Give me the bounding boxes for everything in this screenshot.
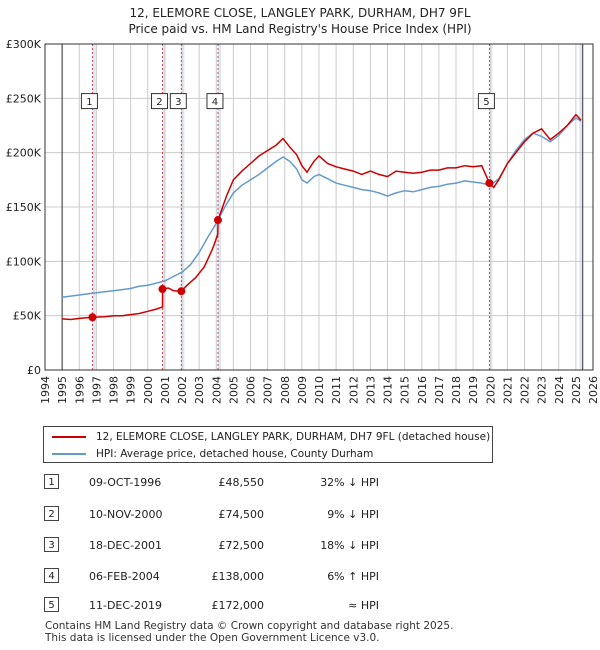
sale-price: £48,550 bbox=[218, 476, 265, 489]
sale-row: 4 06-FEB-2004 £138,000 6% ↑ HPI bbox=[44, 568, 584, 586]
x-tick-label: 2005 bbox=[227, 376, 240, 404]
sale-marker-label: 1 bbox=[86, 97, 92, 108]
y-tick-label: £300K bbox=[6, 38, 42, 51]
sale-price: £74,500 bbox=[218, 508, 265, 521]
sale-point bbox=[88, 313, 97, 322]
x-tick-label: 2002 bbox=[176, 376, 189, 404]
x-tick-label: 2021 bbox=[501, 376, 514, 404]
x-tick-label: 2013 bbox=[364, 376, 377, 404]
sale-price: £138,000 bbox=[211, 570, 265, 583]
sale-marker-box bbox=[150, 93, 168, 110]
sale-date: 18-DEC-2001 bbox=[89, 539, 163, 552]
sale-number-badge: 1 bbox=[44, 474, 59, 489]
sale-marker-box bbox=[477, 93, 495, 110]
y-tick-label: £50K bbox=[13, 310, 42, 323]
y-tick-label: £200K bbox=[6, 147, 42, 160]
price-chart: 1 2 3 4 5 £0 £50K £100K £150K £200K £250K £300K 1994… bbox=[6, 38, 600, 404]
sale-marker-label: 4 bbox=[212, 97, 218, 108]
sale-row: 5 11-DEC-2019 £172,000 ≈ HPI bbox=[44, 597, 584, 615]
sale-hpi-relation: 32% ↓ HPI bbox=[320, 476, 379, 489]
x-tick-label: 1995 bbox=[56, 376, 69, 404]
legend-label-property: 12, ELEMORE CLOSE, LANGLEY PARK, DURHAM,… bbox=[96, 431, 491, 443]
y-tick-label: £250K bbox=[6, 92, 42, 105]
x-tick-label: 2012 bbox=[347, 376, 360, 404]
sale-hpi-relation: ≈ HPI bbox=[348, 599, 379, 612]
sale-date: 11-DEC-2019 bbox=[89, 599, 163, 612]
sale-price: £172,000 bbox=[211, 599, 265, 612]
sale-row: 3 18-DEC-2001 £72,500 18% ↓ HPI bbox=[44, 537, 584, 555]
plot-frame bbox=[44, 43, 594, 371]
sale-number-badge: 3 bbox=[44, 537, 59, 552]
sale-date: 09-OCT-1996 bbox=[89, 476, 162, 489]
sale-marker-box bbox=[80, 93, 98, 110]
legend-swatch-hpi bbox=[52, 453, 86, 455]
footer-line-copyright: Contains HM Land Registry data © Crown c… bbox=[45, 620, 454, 632]
x-tick-label: 2019 bbox=[467, 376, 480, 404]
x-tick-label: 2017 bbox=[433, 376, 446, 404]
sale-marker-label: 5 bbox=[483, 97, 489, 108]
chart-title-line2: Price paid vs. HM Land Registry's House … bbox=[128, 22, 472, 36]
property-price-line bbox=[62, 113, 582, 321]
legend-item-property: 12, ELEMORE CLOSE, LANGLEY PARK, DURHAM,… bbox=[52, 429, 490, 445]
sale-date: 06-FEB-2004 bbox=[89, 570, 160, 583]
x-tick-label: 2000 bbox=[142, 376, 155, 404]
x-tick-label: 1998 bbox=[108, 376, 121, 404]
sale-row: 1 09-OCT-1996 £48,550 32% ↓ HPI bbox=[44, 474, 584, 492]
chart-legend: 12, ELEMORE CLOSE, LANGLEY PARK, DURHAM,… bbox=[43, 426, 493, 463]
x-tick-label: 2018 bbox=[450, 376, 463, 404]
x-tick-label: 2014 bbox=[382, 376, 395, 404]
x-tick-label: 1997 bbox=[90, 376, 103, 404]
x-tick-label: 2015 bbox=[399, 376, 412, 404]
y-tick-label: £100K bbox=[6, 255, 42, 268]
x-tick-label: 2006 bbox=[245, 376, 258, 404]
x-tick-label: 2023 bbox=[536, 376, 549, 404]
x-tick-label: 2007 bbox=[262, 376, 275, 404]
x-tick-label: 2004 bbox=[210, 376, 223, 404]
sale-point bbox=[158, 285, 167, 294]
y-tick-label: £0 bbox=[27, 364, 41, 377]
x-tick-label: 2003 bbox=[193, 376, 206, 404]
sale-marker-label: 2 bbox=[156, 97, 162, 108]
legend-item-hpi: HPI: Average price, detached house, Coun… bbox=[52, 446, 373, 462]
y-tick-label: £150K bbox=[6, 201, 42, 214]
x-tick-label: 1999 bbox=[125, 376, 138, 404]
x-tick-label: 2011 bbox=[330, 376, 343, 404]
sale-hpi-relation: 18% ↓ HPI bbox=[320, 539, 379, 552]
sale-marker-box bbox=[206, 93, 224, 110]
legend-label-hpi: HPI: Average price, detached house, Coun… bbox=[96, 448, 374, 460]
x-tick-label: 2025 bbox=[570, 376, 583, 404]
footer-notice: Contains HM Land Registry data © Crown c… bbox=[45, 620, 453, 644]
sale-number-badge: 4 bbox=[44, 568, 59, 583]
hpi-line bbox=[62, 116, 582, 298]
x-tick-label: 2026 bbox=[587, 376, 600, 404]
x-tick-label: 1994 bbox=[39, 376, 52, 404]
legend-swatch-property bbox=[52, 436, 86, 438]
x-tick-label: 2024 bbox=[553, 376, 566, 404]
sale-point bbox=[177, 287, 186, 296]
x-tick-label: 2001 bbox=[159, 376, 172, 404]
footer-line-licence: This data is licensed under the Open Gov… bbox=[45, 632, 380, 644]
sale-marker-box bbox=[169, 93, 187, 110]
sale-number-badge: 5 bbox=[44, 597, 59, 612]
sale-point bbox=[485, 179, 494, 188]
x-tick-label: 2008 bbox=[279, 376, 292, 404]
sale-date: 10-NOV-2000 bbox=[89, 508, 163, 521]
sale-price: £72,500 bbox=[218, 539, 265, 552]
x-tick-label: 2016 bbox=[416, 376, 429, 404]
sale-number-badge: 2 bbox=[44, 506, 59, 521]
sale-row: 2 10-NOV-2000 £74,500 9% ↓ HPI bbox=[44, 506, 584, 524]
x-tick-label: 1996 bbox=[73, 376, 86, 404]
sale-point bbox=[213, 216, 222, 225]
x-tick-label: 2020 bbox=[484, 376, 497, 404]
x-tick-label: 2010 bbox=[313, 376, 326, 404]
x-tick-label: 2009 bbox=[296, 376, 309, 404]
sale-hpi-relation: 9% ↓ HPI bbox=[327, 508, 379, 521]
sale-hpi-relation: 6% ↑ HPI bbox=[327, 570, 379, 583]
chart-title-line1: 12, ELEMORE CLOSE, LANGLEY PARK, DURHAM,… bbox=[129, 6, 471, 20]
x-tick-label: 2022 bbox=[519, 376, 532, 404]
sale-marker-label: 3 bbox=[175, 97, 181, 108]
